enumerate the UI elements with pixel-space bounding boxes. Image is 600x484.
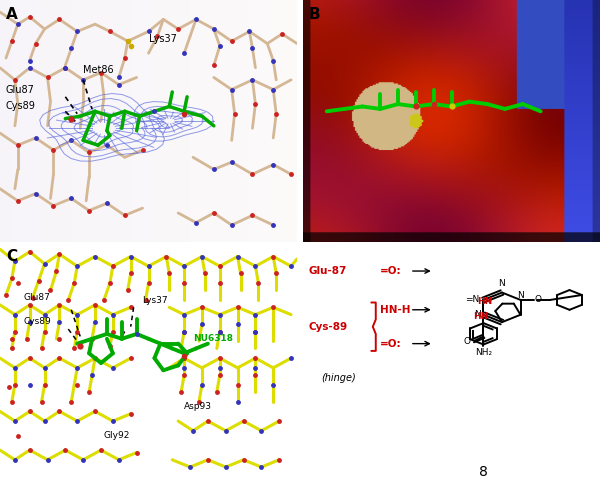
Text: N: N bbox=[517, 291, 524, 300]
Text: =O:: =O: bbox=[380, 266, 402, 276]
Text: A: A bbox=[6, 7, 17, 22]
Text: Cys-89: Cys-89 bbox=[309, 322, 348, 332]
Text: (hinge): (hinge) bbox=[321, 373, 356, 382]
Text: HN-H: HN-H bbox=[380, 305, 411, 315]
Text: =O:: =O: bbox=[380, 339, 402, 348]
Text: C: C bbox=[6, 249, 17, 264]
Text: N: N bbox=[474, 310, 481, 319]
Text: Lys37: Lys37 bbox=[149, 34, 176, 44]
Text: Gly92: Gly92 bbox=[104, 431, 130, 440]
Text: NU6318: NU6318 bbox=[193, 334, 233, 343]
Text: Glu-87: Glu-87 bbox=[309, 266, 347, 276]
Text: NH₂: NH₂ bbox=[475, 348, 492, 357]
Text: O: O bbox=[464, 337, 470, 347]
Text: HN: HN bbox=[473, 312, 488, 321]
Text: Glu87: Glu87 bbox=[24, 293, 50, 302]
Text: HN: HN bbox=[477, 297, 493, 306]
Text: =N: =N bbox=[465, 295, 479, 304]
Text: Cys89: Cys89 bbox=[6, 102, 36, 111]
Text: B: B bbox=[309, 7, 320, 22]
Text: Asp93: Asp93 bbox=[184, 402, 212, 411]
Text: Lys37: Lys37 bbox=[143, 296, 168, 304]
Text: O: O bbox=[535, 295, 541, 304]
Text: 8: 8 bbox=[479, 465, 488, 479]
Text: Met86: Met86 bbox=[83, 65, 114, 75]
Text: Cys89: Cys89 bbox=[24, 318, 52, 326]
Text: Glu87: Glu87 bbox=[6, 85, 35, 94]
Text: N: N bbox=[499, 279, 505, 287]
